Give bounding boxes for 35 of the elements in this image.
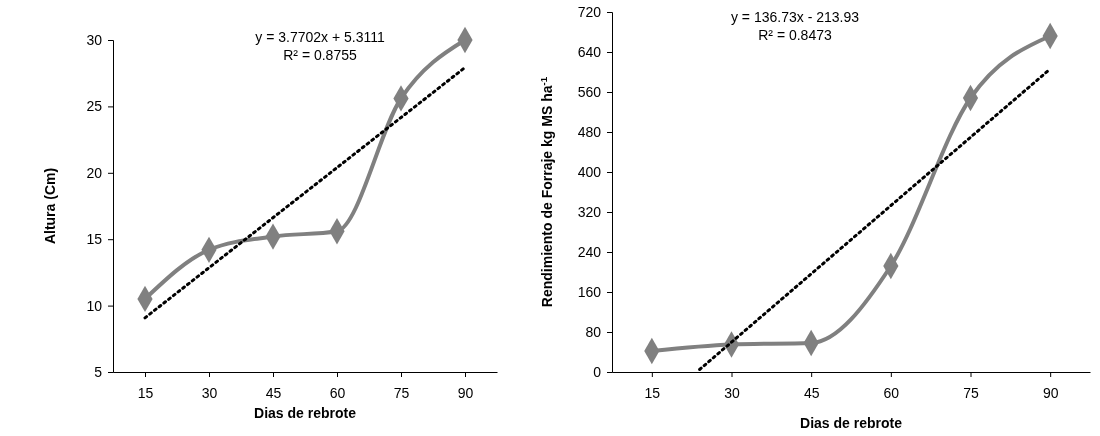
y-tick-label: 0 [593, 363, 602, 380]
x-tick-label: 75 [963, 384, 979, 401]
y-tick-label: 5 [94, 363, 103, 380]
x-tick-label: 60 [883, 384, 900, 401]
x-tick-label: 75 [393, 384, 410, 401]
y-tick-label: 320 [577, 203, 602, 220]
x-tick-label: 15 [644, 384, 661, 401]
y-tick-label: 400 [577, 163, 602, 180]
y-tick-label: 720 [577, 3, 602, 20]
x-tick-label: 60 [329, 384, 346, 401]
y-tick-label: 240 [577, 243, 602, 260]
x-axis-title: Dias de rebrote [254, 405, 357, 421]
x-axis-title: Dias de rebrote [800, 415, 903, 431]
x-tick-label: 90 [457, 384, 474, 401]
x-tick-label: 30 [201, 384, 218, 401]
x-tick-label: 30 [724, 384, 740, 401]
y-tick-label: 480 [577, 123, 602, 140]
annotation: R² = 0.8755 [283, 47, 357, 63]
x-tick-label: 45 [803, 384, 820, 401]
annotation: R² = 0.8473 [758, 27, 832, 43]
annotation: y = 3.7702x + 5.3111 [255, 29, 385, 45]
x-tick-label: 15 [137, 384, 154, 401]
y-tick-label: 160 [577, 283, 602, 300]
annotation: y = 136.73x - 213.93 [730, 9, 860, 25]
x-tick-label: 45 [265, 384, 282, 401]
y-tick-label: 30 [86, 31, 103, 48]
y-tick-label: 25 [86, 98, 103, 115]
y-tick-label: 560 [577, 83, 602, 100]
y-tick-label: 10 [86, 297, 103, 314]
y-axis-title: Altura (Cm) [42, 167, 58, 245]
y-tick-label: 15 [86, 231, 103, 248]
y-tick-label: 20 [86, 164, 103, 181]
y-tick-label: 640 [577, 43, 602, 60]
x-tick-label: 90 [1042, 384, 1059, 401]
y-tick-label: 80 [585, 323, 602, 340]
